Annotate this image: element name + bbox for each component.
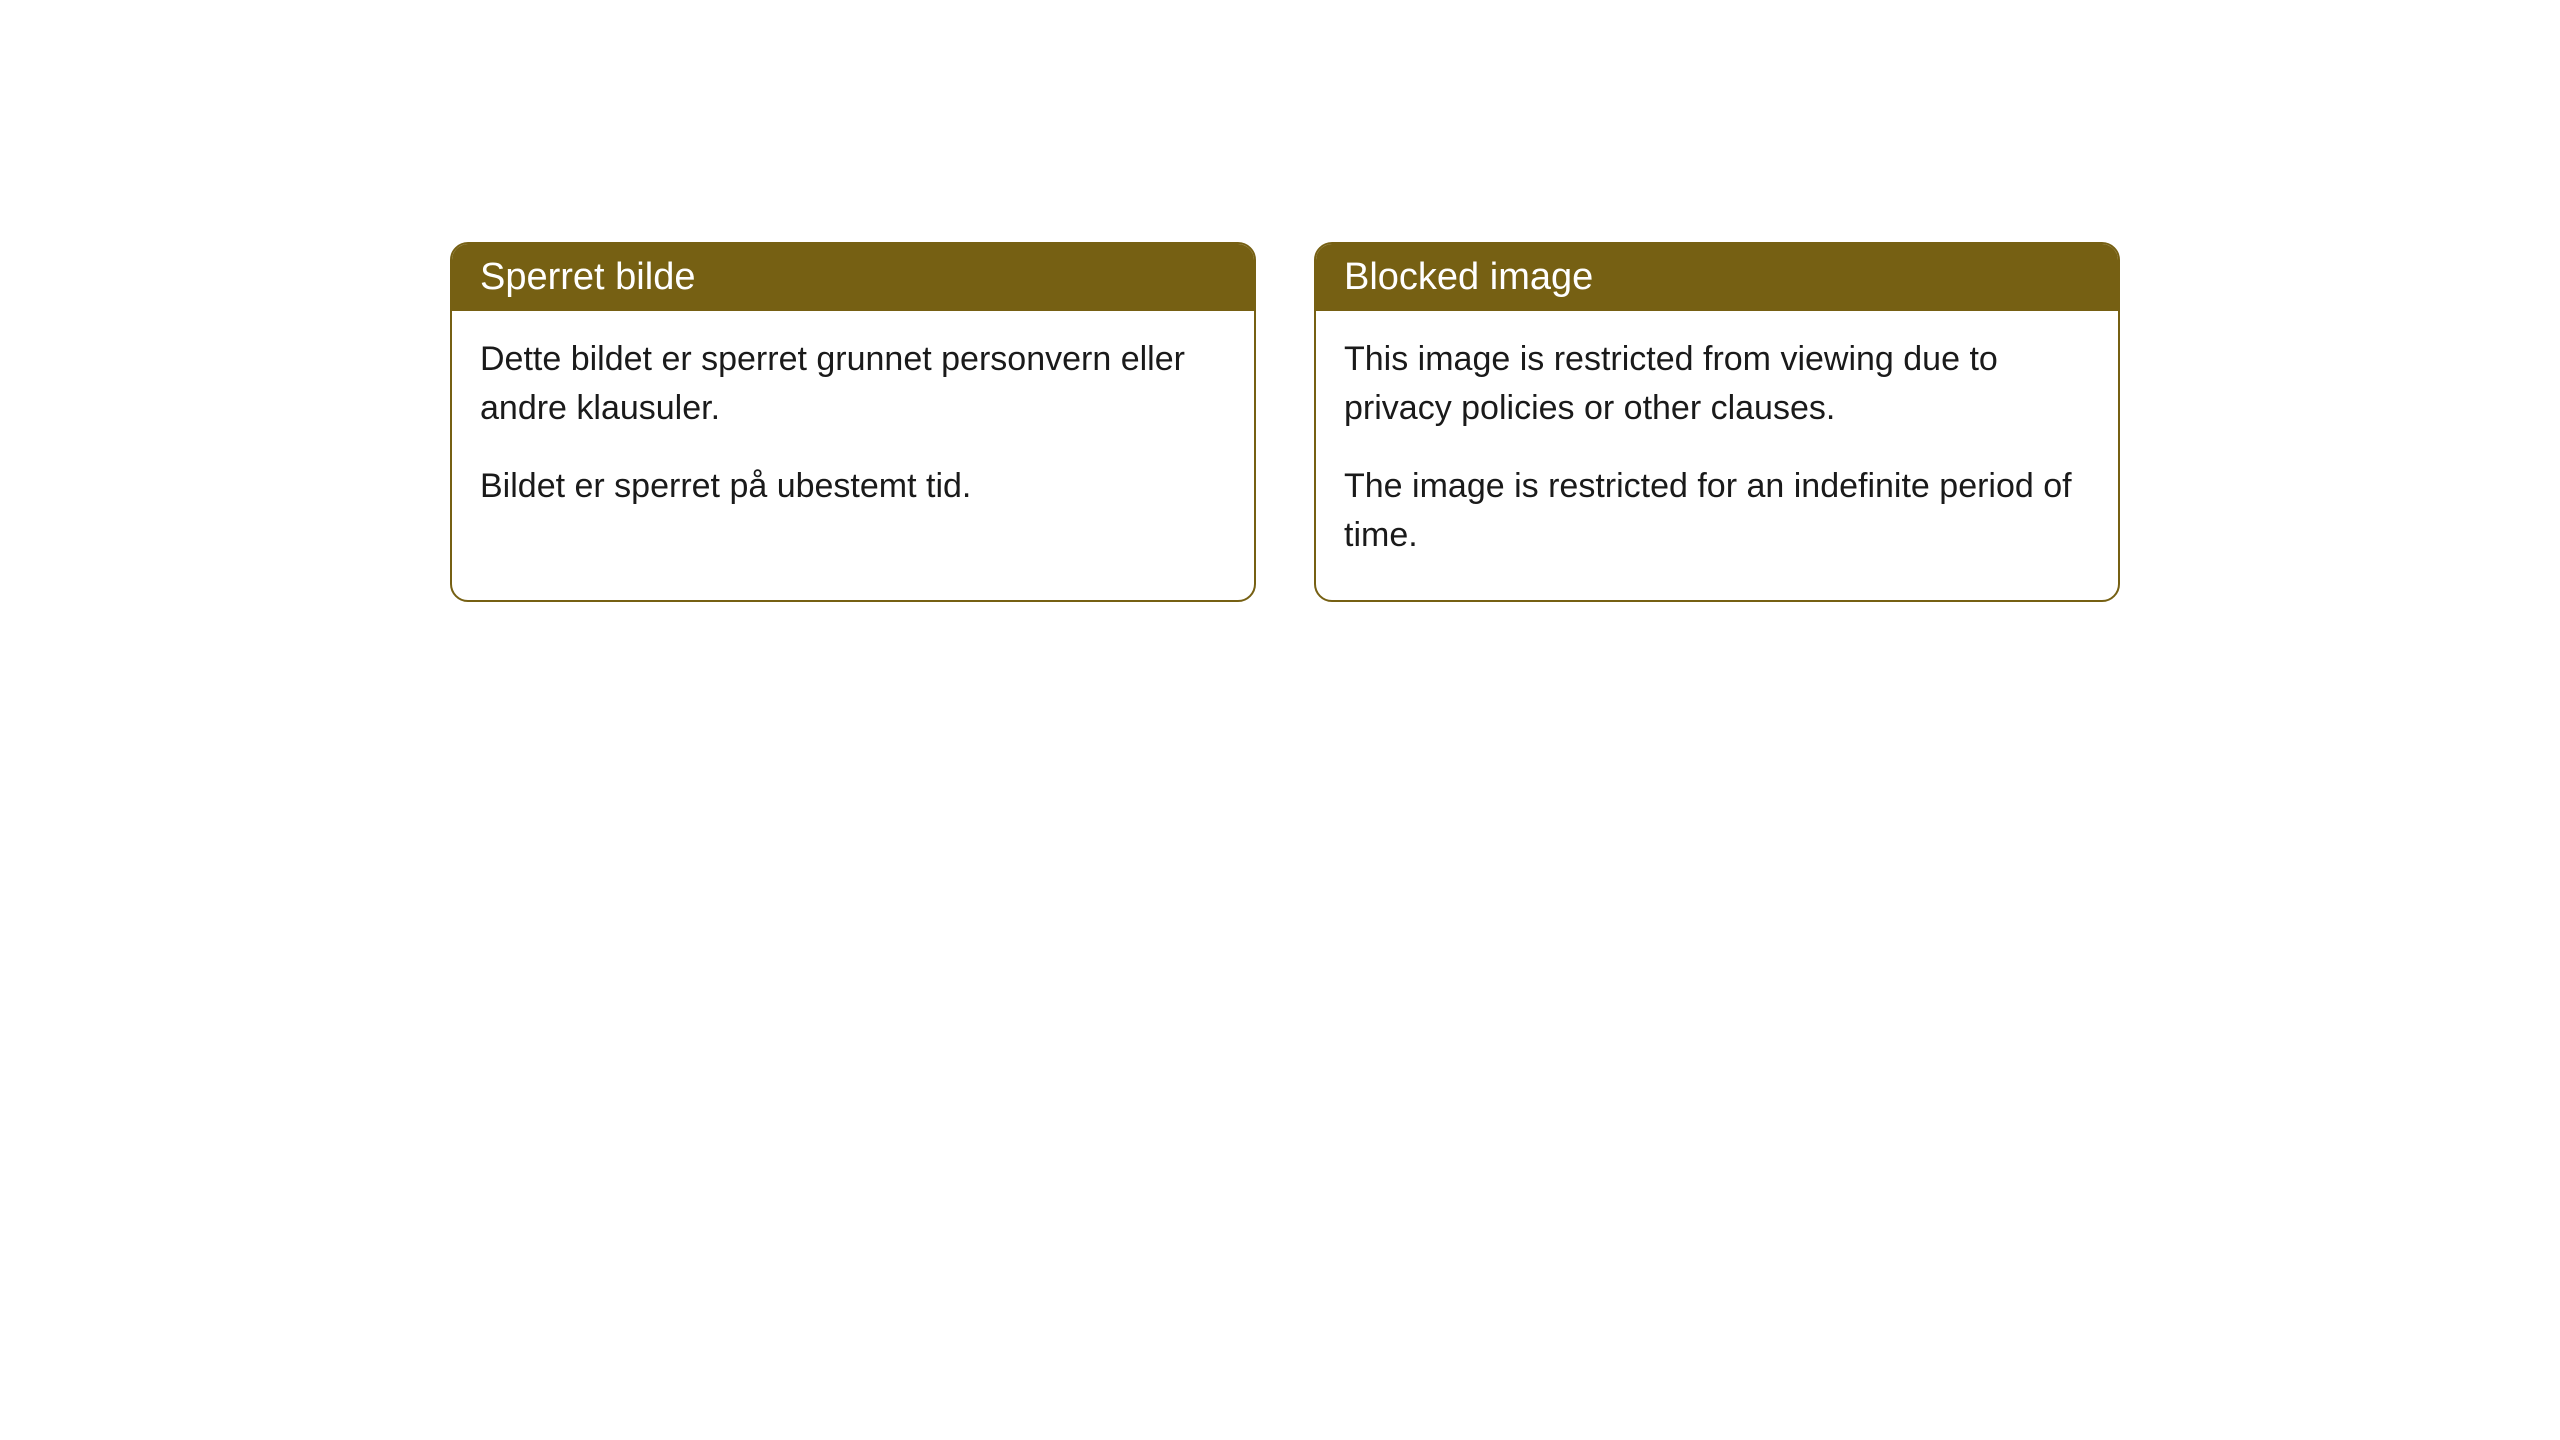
card-paragraph: Dette bildet er sperret grunnet personve…	[480, 335, 1226, 434]
card-body: This image is restricted from viewing du…	[1316, 311, 2118, 600]
card-paragraph: The image is restricted for an indefinit…	[1344, 462, 2090, 561]
card-body: Dette bildet er sperret grunnet personve…	[452, 311, 1254, 551]
card-header: Blocked image	[1316, 244, 2118, 311]
card-title: Sperret bilde	[480, 256, 695, 298]
blocked-image-card-norwegian: Sperret bilde Dette bildet er sperret gr…	[450, 242, 1256, 602]
blocked-image-card-english: Blocked image This image is restricted f…	[1314, 242, 2120, 602]
card-paragraph: This image is restricted from viewing du…	[1344, 335, 2090, 434]
card-header: Sperret bilde	[452, 244, 1254, 311]
card-title: Blocked image	[1344, 256, 1593, 298]
notice-cards-container: Sperret bilde Dette bildet er sperret gr…	[450, 242, 2120, 602]
card-paragraph: Bildet er sperret på ubestemt tid.	[480, 462, 1226, 511]
